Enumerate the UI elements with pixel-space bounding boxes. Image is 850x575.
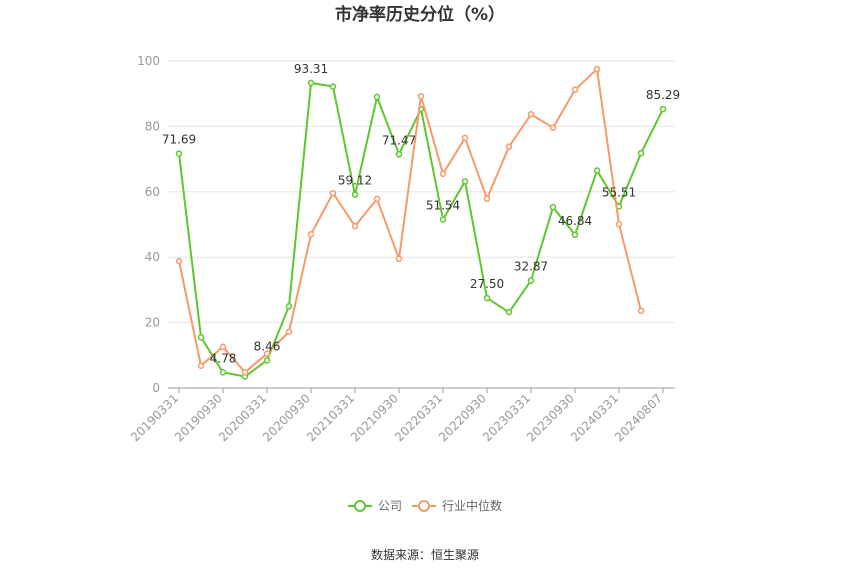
chart-title: 市净率历史分位（%） xyxy=(335,4,505,25)
data-label: 4.78 xyxy=(210,351,237,365)
data-point[interactable] xyxy=(461,134,469,142)
data-point[interactable] xyxy=(307,231,315,238)
data-label: 93.31 xyxy=(294,62,328,76)
data-point[interactable] xyxy=(263,350,271,357)
data-point[interactable] xyxy=(549,124,557,131)
data-point[interactable] xyxy=(285,303,293,310)
data-point[interactable] xyxy=(241,369,249,376)
x-tick-label: 20240807 xyxy=(612,391,665,444)
data-point[interactable] xyxy=(373,93,381,101)
y-tick-label: 100 xyxy=(137,54,160,68)
data-point[interactable] xyxy=(395,151,403,158)
data-point[interactable] xyxy=(219,343,227,351)
data-point[interactable] xyxy=(351,222,359,230)
grid-lines xyxy=(168,60,675,324)
y-tick-label: 60 xyxy=(145,185,160,199)
data-label: 51.54 xyxy=(426,198,460,212)
data-labels: 71.69 4.78 8.46 93.31 59.12 71.47 51.54 27.50 32… xyxy=(162,62,680,365)
y-tick-label: 40 xyxy=(145,250,160,264)
legend-label-industry-median: 行业中位数 xyxy=(442,498,502,513)
legend-item-company[interactable]: 公司 xyxy=(348,499,402,513)
data-point[interactable] xyxy=(527,111,535,118)
data-point[interactable] xyxy=(483,195,491,202)
legend[interactable]: 公司 行业中位数 xyxy=(348,498,502,513)
data-label: 32.87 xyxy=(514,260,548,274)
data-point[interactable] xyxy=(593,167,601,174)
data-point[interactable] xyxy=(615,220,623,228)
data-point[interactable] xyxy=(659,105,667,113)
data-point[interactable] xyxy=(329,83,337,90)
series-line-1 xyxy=(178,68,642,374)
data-point[interactable] xyxy=(197,334,205,341)
data-point[interactable] xyxy=(197,362,205,370)
data-label: 71.47 xyxy=(382,133,416,147)
data-point[interactable] xyxy=(329,189,337,197)
data-point[interactable] xyxy=(219,369,227,376)
data-label: 8.46 xyxy=(254,339,281,353)
legend-label-company: 公司 xyxy=(378,499,402,513)
data-point[interactable] xyxy=(175,150,183,157)
data-label: 27.50 xyxy=(470,277,504,291)
axes: 0204060801002019033120190930202003312020… xyxy=(128,54,675,444)
data-point[interactable] xyxy=(571,231,579,239)
data-point[interactable] xyxy=(483,294,491,302)
data-point[interactable] xyxy=(527,277,535,284)
data-point[interactable] xyxy=(417,93,425,100)
data-point[interactable] xyxy=(461,178,469,185)
data-point[interactable] xyxy=(285,328,293,336)
series-line-0 xyxy=(178,81,664,378)
data-point[interactable] xyxy=(395,255,403,263)
y-tick-label: 80 xyxy=(145,119,160,133)
data-point[interactable] xyxy=(439,216,447,223)
data-point[interactable] xyxy=(505,308,513,316)
legend-marker-industry-median xyxy=(418,500,430,512)
data-point[interactable] xyxy=(351,191,359,198)
data-point[interactable] xyxy=(439,170,447,178)
data-point[interactable] xyxy=(263,357,271,364)
data-label: 55.51 xyxy=(602,185,636,199)
series-lines xyxy=(175,65,667,380)
data-point[interactable] xyxy=(549,203,557,211)
data-point[interactable] xyxy=(175,257,183,265)
data-label: 46.84 xyxy=(558,214,592,228)
data-point[interactable] xyxy=(307,79,315,87)
data-label: 85.29 xyxy=(646,88,680,102)
data-source: 数据来源：恒生聚源 xyxy=(371,547,479,562)
data-point[interactable] xyxy=(637,149,645,157)
legend-item-industry-median[interactable]: 行业中位数 xyxy=(412,498,502,513)
data-point[interactable] xyxy=(373,195,381,203)
data-label: 71.69 xyxy=(162,133,196,147)
y-tick-label: 20 xyxy=(145,316,160,330)
data-point[interactable] xyxy=(571,86,579,94)
data-point[interactable] xyxy=(505,143,513,150)
data-label: 59.12 xyxy=(338,174,372,188)
data-point[interactable] xyxy=(637,307,645,315)
y-tick-label: 0 xyxy=(152,381,160,395)
data-point[interactable] xyxy=(593,65,601,73)
legend-marker-company xyxy=(354,500,366,512)
